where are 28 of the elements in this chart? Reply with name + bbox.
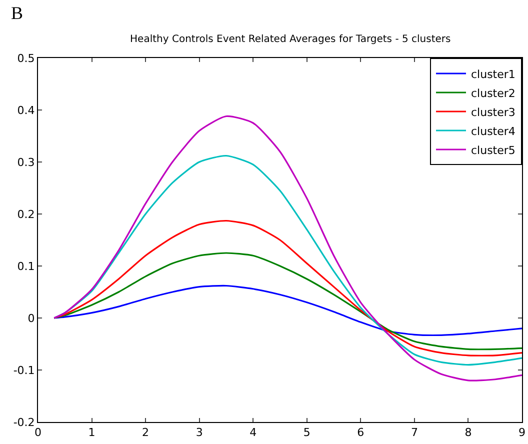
- legend-label: cluster3: [471, 106, 516, 119]
- line-series: [53, 252, 522, 350]
- y-tick-label: 0.2: [17, 208, 35, 221]
- x-tick-label: 5: [303, 426, 310, 440]
- legend-label: cluster4: [471, 124, 516, 138]
- legend-label: cluster2: [471, 86, 516, 100]
- y-tick-label: 0.1: [17, 260, 35, 273]
- x-tick-label: 4: [250, 426, 257, 440]
- line-series: [53, 220, 522, 356]
- text: B: [11, 3, 24, 23]
- line-series: [53, 115, 522, 382]
- y-tick-label: -0.2: [13, 416, 35, 429]
- y-tick-label: 0.3: [17, 156, 35, 169]
- chart-title: Healthy Controls Event Related Averages for Targets - 5 clusters: [130, 34, 451, 46]
- y-tick-label: 0.4: [17, 104, 35, 117]
- y-tick-label: 0: [28, 312, 35, 325]
- legend-label: cluster1: [471, 68, 516, 81]
- legend-label: cluster5: [471, 144, 516, 157]
- x-tick-label: 6: [357, 426, 364, 440]
- x-tick-label: 1: [88, 426, 96, 440]
- y-tick-label: -0.1: [13, 364, 35, 377]
- x-tick-label: 9: [518, 426, 526, 440]
- x-tick-label: 3: [196, 426, 203, 440]
- x-tick-label: 2: [142, 426, 150, 440]
- x-tick-label: 7: [410, 426, 418, 440]
- line-series: [53, 284, 522, 336]
- x-tick-label: 8: [464, 426, 472, 440]
- y-tick-label: 0.5: [17, 52, 35, 65]
